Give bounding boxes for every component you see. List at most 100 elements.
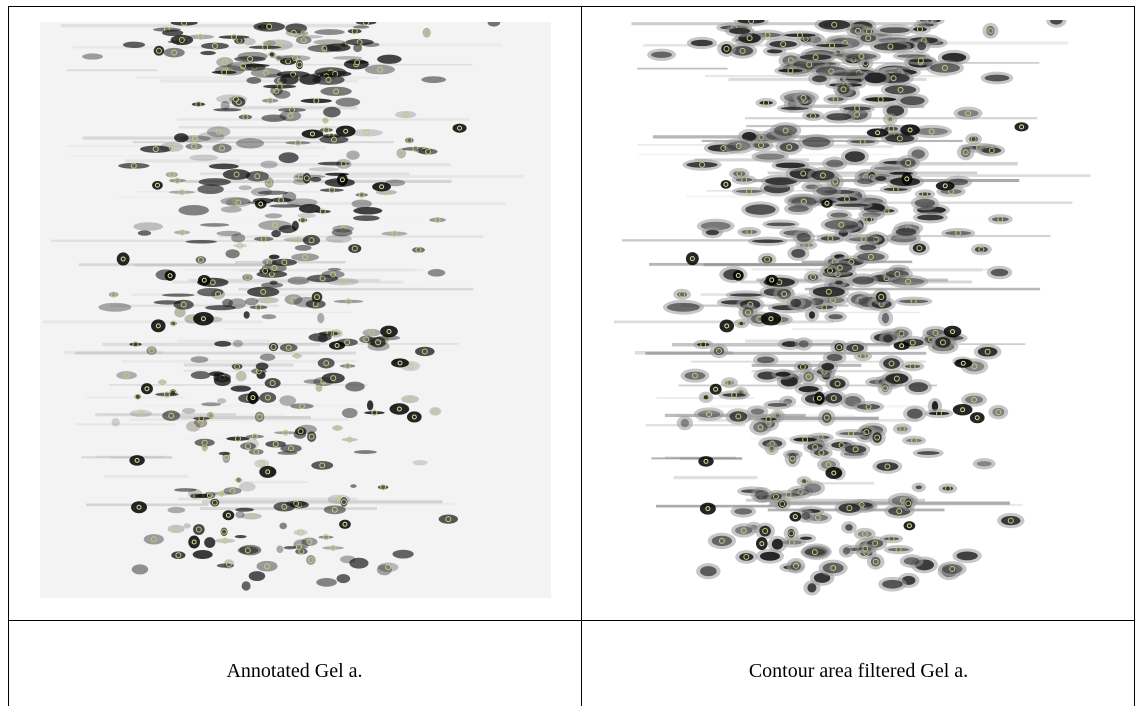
spot <box>322 373 345 384</box>
spot <box>178 205 208 216</box>
spot <box>354 450 377 454</box>
spot <box>270 86 282 95</box>
spot <box>800 537 812 540</box>
spot <box>233 244 247 248</box>
spot <box>236 138 264 148</box>
strong-spot <box>188 536 200 549</box>
spot <box>246 171 269 181</box>
spot <box>346 61 369 64</box>
spot <box>189 155 218 161</box>
spot <box>260 161 277 169</box>
spot <box>821 363 834 371</box>
streak <box>231 175 524 178</box>
spot <box>247 287 279 297</box>
spot <box>348 29 362 34</box>
spot <box>1001 516 1020 525</box>
spot <box>961 147 971 157</box>
strong-spot <box>165 270 176 280</box>
spot <box>917 215 944 221</box>
spot <box>864 29 873 33</box>
strong-spot <box>821 199 832 208</box>
caption: Contour area filtered Gel a. <box>582 660 1135 683</box>
spot <box>865 218 874 222</box>
streak <box>125 159 240 162</box>
strong-spot <box>117 252 130 265</box>
spot <box>774 125 798 136</box>
spot <box>253 22 285 32</box>
spot <box>293 179 309 185</box>
spot <box>169 191 195 194</box>
spot <box>242 581 251 590</box>
spot <box>843 107 871 111</box>
spot <box>777 289 791 300</box>
spot <box>307 431 316 442</box>
spot <box>271 230 281 237</box>
spot <box>201 402 221 406</box>
spot <box>332 425 343 430</box>
spot <box>276 546 283 553</box>
streak <box>656 505 778 508</box>
strong-spot <box>719 320 734 333</box>
spot <box>193 550 213 559</box>
strong-spot <box>141 383 153 394</box>
spot <box>226 437 249 441</box>
spot <box>913 244 926 253</box>
spot <box>850 140 875 143</box>
spot <box>828 314 842 319</box>
spot <box>299 204 321 213</box>
spot <box>225 249 239 258</box>
spot <box>800 54 832 60</box>
spot <box>292 354 302 358</box>
strong-spot <box>761 312 782 325</box>
spot <box>132 564 149 574</box>
spot <box>797 233 811 242</box>
row-divider <box>8 620 1135 621</box>
spot <box>377 55 401 64</box>
spot <box>323 107 341 118</box>
spot <box>778 69 803 72</box>
spot <box>251 187 272 196</box>
spot <box>821 236 840 240</box>
spot <box>233 340 243 347</box>
spot <box>756 153 785 159</box>
strong-spot <box>193 312 214 325</box>
strong-spot <box>904 521 916 530</box>
spot <box>308 167 339 171</box>
spot <box>213 108 241 111</box>
spot <box>367 400 373 410</box>
spot <box>247 77 262 84</box>
spot <box>985 75 1010 82</box>
spot <box>254 237 273 241</box>
spot <box>333 56 362 60</box>
spot <box>991 269 1008 277</box>
spot <box>759 101 772 105</box>
spot <box>722 393 746 397</box>
spot <box>174 307 185 317</box>
spot <box>209 371 224 376</box>
spot <box>299 31 308 35</box>
spot <box>200 223 229 227</box>
streak <box>61 24 366 27</box>
spot <box>239 185 252 190</box>
spot <box>345 382 364 392</box>
spot <box>222 299 233 307</box>
strong-spot <box>698 456 713 467</box>
spot <box>421 76 446 83</box>
spot <box>381 232 407 236</box>
spot <box>123 42 145 48</box>
streak <box>138 191 322 193</box>
streak <box>81 456 172 458</box>
spot <box>353 25 369 28</box>
spot <box>729 28 750 34</box>
annotated-gel-image <box>40 22 551 598</box>
spot <box>279 523 287 530</box>
spot <box>896 228 917 236</box>
spot <box>109 292 119 297</box>
spot <box>730 293 762 296</box>
spot <box>818 20 850 30</box>
spot <box>370 337 385 348</box>
spot <box>209 164 239 170</box>
spot <box>214 376 231 386</box>
strong-spot <box>339 520 351 529</box>
spot <box>651 52 672 58</box>
